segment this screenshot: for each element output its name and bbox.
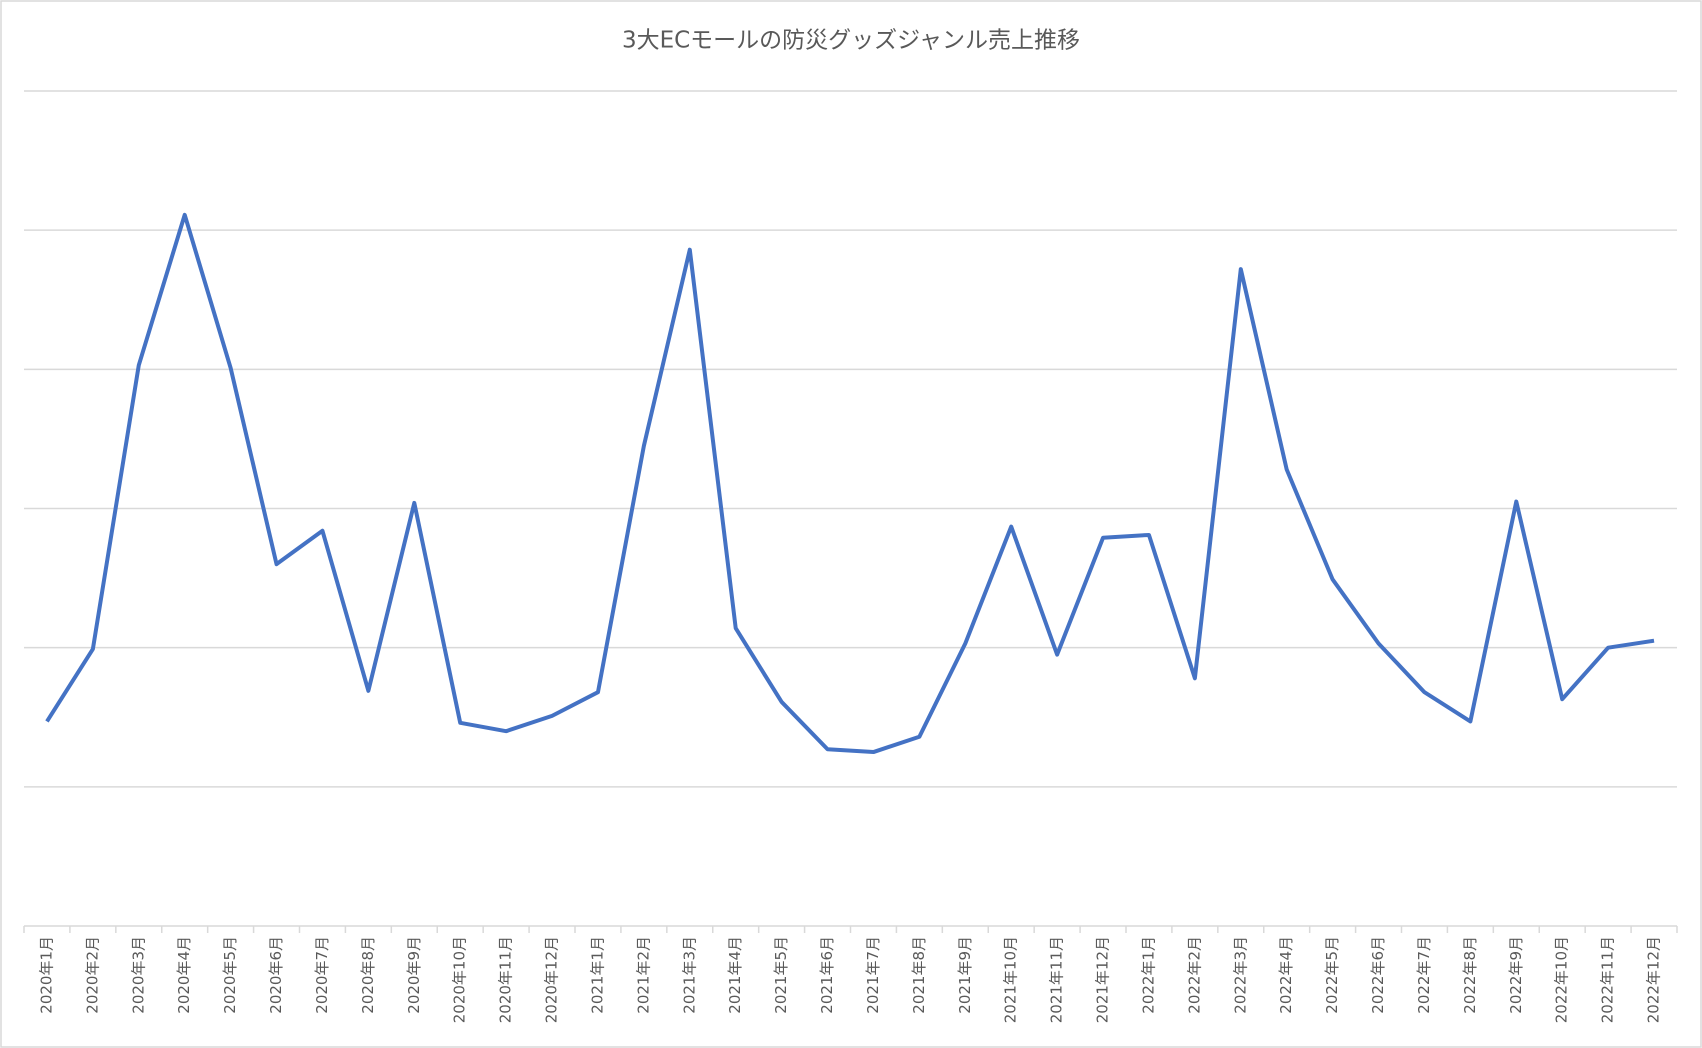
x-tick-label: 2022年4月: [1277, 936, 1295, 1014]
x-tick-label: 2021年12月: [1094, 936, 1112, 1023]
x-tick-label: 2021年10月: [1002, 936, 1020, 1023]
x-tick-label: 2022年10月: [1553, 936, 1571, 1023]
chart-title: 3大ECモールの防災グッズジャンル売上推移: [622, 28, 1080, 54]
x-tick-label: 2022年11月: [1599, 936, 1617, 1023]
x-tick-label: 2022年8月: [1461, 936, 1479, 1014]
x-tick-label: 2022年6月: [1369, 936, 1387, 1014]
x-tick-label: 2021年2月: [634, 936, 652, 1014]
x-tick-label: 2021年7月: [864, 936, 882, 1014]
x-tick-label: 2020年12月: [543, 936, 561, 1023]
x-tick-label: 2021年4月: [726, 936, 744, 1014]
x-tick-label: 2021年9月: [956, 936, 974, 1014]
x-tick-label: 2021年3月: [680, 936, 698, 1014]
x-tick-label: 2020年8月: [359, 936, 377, 1014]
x-tick-label: 2021年8月: [910, 936, 928, 1014]
series-line: [45, 212, 1655, 755]
x-tick-label: 2020年1月: [37, 936, 55, 1014]
x-tick-label: 2021年11月: [1048, 936, 1066, 1023]
x-tick-label: 2021年5月: [772, 936, 790, 1014]
x-tick-label: 2022年2月: [1185, 936, 1203, 1014]
x-tick-label: 2022年5月: [1323, 936, 1341, 1014]
x-tick-label: 2021年1月: [588, 936, 606, 1014]
x-tick-label: 2020年5月: [221, 936, 239, 1014]
x-tick-label: 2022年1月: [1139, 936, 1157, 1014]
x-tick-label: 2021年6月: [818, 936, 836, 1014]
x-tick-label: 2022年9月: [1507, 936, 1525, 1014]
x-tick-label: 2020年4月: [175, 936, 193, 1014]
x-tick-label: 2020年7月: [313, 936, 331, 1014]
x-tick-label: 2022年12月: [1645, 936, 1663, 1023]
x-tick-label: 2020年9月: [405, 936, 423, 1014]
x-tick-label: 2020年6月: [267, 936, 285, 1014]
x-tick-label: 2020年11月: [497, 936, 515, 1023]
x-tick-label: 2020年10月: [451, 936, 469, 1023]
x-tick-label: 2020年3月: [129, 936, 147, 1014]
x-tick-label: 2022年7月: [1415, 936, 1433, 1014]
x-tick-label: 2020年2月: [83, 936, 101, 1014]
x-tick-label: 2022年3月: [1231, 936, 1249, 1014]
